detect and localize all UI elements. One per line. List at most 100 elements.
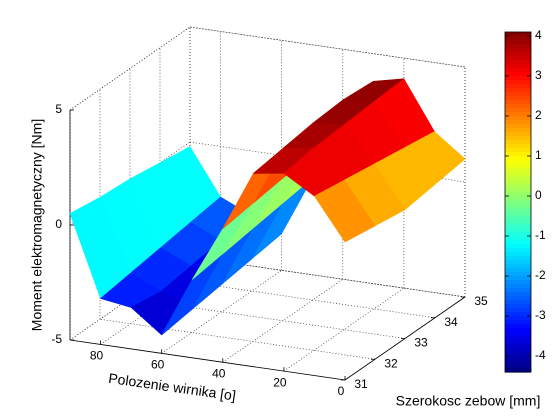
colorbar-swatch	[505, 84, 531, 89]
colorbar-swatch	[505, 276, 531, 281]
z-tick-label: -5	[51, 332, 62, 346]
colorbar-swatch	[505, 288, 531, 293]
grid-line	[189, 26, 466, 68]
colorbar-swatch	[505, 264, 531, 269]
colorbar-swatch	[505, 96, 531, 101]
colorbar-swatch	[505, 156, 531, 161]
colorbar-swatch	[505, 92, 531, 97]
colorbar-swatch	[505, 160, 531, 165]
colorbar-swatch	[505, 316, 531, 321]
colorbar-swatch	[505, 324, 531, 329]
colorbar-swatch	[505, 72, 531, 77]
grid-line	[283, 287, 405, 372]
grid-line	[161, 270, 282, 354]
colorbar-swatch	[505, 308, 531, 313]
colorbar-swatch	[505, 112, 531, 117]
z-tick-label: 0	[55, 217, 62, 231]
colorbar-swatch	[505, 344, 531, 349]
colorbar-swatch	[505, 192, 531, 197]
colorbar-swatch	[505, 80, 531, 85]
grid-line	[99, 318, 376, 360]
x-tick-label: 0	[338, 384, 345, 398]
colorbar-tick-label: -4	[535, 348, 546, 362]
y-tick-label: 33	[414, 336, 428, 350]
colorbar-swatch	[505, 312, 531, 317]
y-tick-label: 31	[354, 377, 368, 391]
colorbar-tick-label: 4	[535, 28, 542, 42]
colorbar-swatch	[505, 244, 531, 249]
y-tick-label: 32	[384, 356, 398, 370]
colorbar-swatch	[505, 56, 531, 61]
colorbar-swatch	[505, 148, 531, 153]
colorbar-swatch	[505, 220, 531, 225]
colorbar-swatch	[505, 300, 531, 305]
y-tick-label: 35	[474, 294, 488, 308]
colorbar-swatch	[505, 204, 531, 209]
colorbar-swatch	[505, 136, 531, 141]
colorbar-swatch	[505, 128, 531, 133]
colorbar-swatch	[505, 208, 531, 213]
colorbar-swatch	[505, 64, 531, 69]
colorbar-swatch	[505, 248, 531, 253]
colorbar-swatch	[505, 236, 531, 241]
x-axis	[69, 339, 346, 381]
y-axis-label: Szerokosc zebow [mm]	[396, 393, 541, 409]
colorbar-swatch	[505, 88, 531, 93]
colorbar-swatch	[505, 348, 531, 353]
colorbar-tick-label: -2	[535, 268, 546, 282]
colorbar-swatch	[505, 32, 531, 37]
colorbar-swatch	[505, 120, 531, 125]
colorbar-swatch	[505, 168, 531, 173]
colorbar-swatch	[505, 172, 531, 177]
colorbar-swatch	[505, 200, 531, 205]
colorbar-swatch	[505, 196, 531, 201]
colorbar-swatch	[505, 68, 531, 73]
x-tick-label: 80	[90, 349, 104, 363]
colorbar-swatch	[505, 260, 531, 265]
colorbar-tick-label: -1	[535, 228, 546, 242]
colorbar-swatch	[505, 116, 531, 121]
colorbar-swatch	[505, 268, 531, 273]
colorbar-swatch	[505, 100, 531, 105]
surface-patch	[314, 179, 376, 243]
y-tick-label: 34	[444, 315, 458, 329]
colorbar-tick-label: 2	[535, 108, 542, 122]
colorbar-swatch	[505, 356, 531, 361]
colorbar-tick-label: 0	[535, 188, 542, 202]
colorbar-swatch	[505, 336, 531, 341]
colorbar-swatch	[505, 364, 531, 369]
z-axis-label: Moment elektromagnetyczny [Nm]	[29, 119, 45, 331]
z-tick-label: 5	[55, 102, 62, 116]
colorbar-swatch	[505, 284, 531, 289]
colorbar-swatch	[505, 304, 531, 309]
colorbar-swatch	[505, 40, 531, 45]
colorbar-swatch	[505, 164, 531, 169]
colorbar-swatch	[505, 292, 531, 297]
colorbar-swatch	[505, 132, 531, 137]
colorbar-swatch	[505, 280, 531, 285]
colorbar-swatch	[505, 360, 531, 365]
colorbar-swatch	[505, 176, 531, 181]
colorbar-swatch	[505, 224, 531, 229]
colorbar-swatch	[505, 44, 531, 49]
colorbar-swatch	[505, 52, 531, 57]
colorbar-swatch	[505, 108, 531, 113]
colorbar-swatch	[505, 332, 531, 337]
colorbar-frame	[504, 31, 532, 373]
colorbar-swatch	[505, 216, 531, 221]
colorbar-tick-label: 3	[535, 68, 542, 82]
colorbar-swatch	[505, 152, 531, 157]
y-axis	[344, 296, 466, 381]
colorbar-swatch	[505, 36, 531, 41]
colorbar-swatch	[505, 48, 531, 53]
colorbar-swatch	[505, 212, 531, 217]
colorbar-swatch	[505, 256, 531, 261]
colorbar-swatch	[505, 144, 531, 149]
colorbar-tick-label: -3	[535, 308, 546, 322]
x-tick-label: 40	[212, 366, 226, 380]
colorbar-swatch	[505, 272, 531, 277]
colorbar-swatch	[505, 352, 531, 357]
colorbar-swatch	[505, 232, 531, 237]
colorbar-swatch	[505, 320, 531, 325]
colorbar-swatch	[505, 180, 531, 185]
